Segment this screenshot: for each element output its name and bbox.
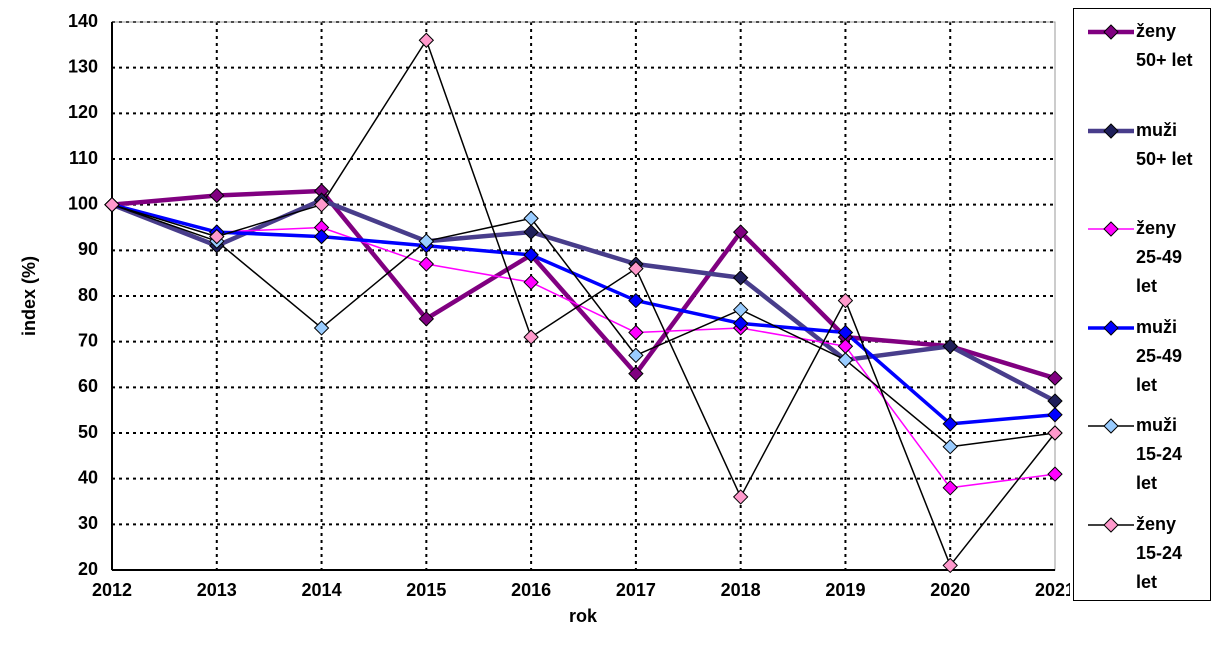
data-point: [837, 292, 854, 309]
data-point: [942, 480, 958, 496]
series-line: [111, 188, 1056, 381]
y-tick-label: 70: [78, 330, 98, 350]
data-point: [418, 32, 435, 48]
data-point: [837, 324, 854, 341]
legend-entry: ženy 50+ let: [1074, 9, 1210, 108]
data-point: [209, 228, 225, 245]
legend-label: muži 25-49 let: [1136, 316, 1183, 395]
x-tick-label: 2020: [930, 580, 970, 600]
legend-icon: [1088, 319, 1134, 336]
x-tick-label: 2015: [406, 580, 446, 600]
data-point: [104, 196, 120, 213]
y-tick-label: 60: [78, 376, 98, 396]
data-point: [732, 489, 749, 505]
series-line: [111, 197, 1057, 404]
y-tick-label: 30: [78, 513, 98, 533]
data-point: [523, 247, 539, 263]
y-tick-label: 120: [68, 102, 98, 122]
data-point: [418, 311, 435, 327]
data-point: [732, 224, 749, 240]
legend-entry: ženy 15-24 let: [1074, 502, 1210, 601]
series-line: [111, 202, 1056, 426]
x-tick-label: 2012: [92, 580, 132, 600]
data-point: [313, 320, 330, 336]
chart: index (%) rok 20 30 40 50 60 70 80 90 100 110 120 1…: [19, 11, 1070, 626]
data-point: [837, 352, 854, 368]
legend-entry: muži 15-24 let: [1074, 403, 1210, 502]
data-point: [523, 274, 539, 291]
data-point: [732, 270, 749, 286]
data-point: [942, 416, 958, 432]
legend-icon: [1088, 221, 1134, 237]
legend-icon: [1088, 516, 1134, 533]
data-point: [1047, 370, 1063, 386]
legend-label: ženy 15-24 let: [1136, 513, 1183, 592]
series-line: [111, 203, 1056, 489]
data-point: [628, 347, 644, 364]
x-tick-label: 2014: [302, 580, 342, 600]
data-point: [942, 438, 958, 455]
legend-icon: [1088, 122, 1134, 139]
legend-icon: [1088, 24, 1134, 40]
data-point: [418, 233, 435, 249]
y-tick-label: 50: [78, 422, 98, 442]
x-axis-label: rok: [569, 606, 598, 626]
y-tick-label: 110: [69, 148, 98, 168]
y-tick-label: 130: [68, 56, 98, 76]
legend-entry: muži 25-49 let: [1074, 305, 1210, 404]
legend-marker: [1103, 221, 1119, 237]
data-point: [1047, 407, 1063, 423]
legend-entry: ženy 25-49 let: [1074, 206, 1210, 305]
legend-entry: muži 50+ let: [1074, 108, 1210, 207]
y-axis-label: index (%): [19, 256, 39, 336]
y-tick-label: 140: [68, 11, 98, 31]
legend-label: muži 15-24 let: [1136, 415, 1183, 493]
series-line: [111, 39, 1056, 567]
x-tick-label: 2016: [511, 580, 551, 600]
y-tick-label: 100: [68, 193, 98, 213]
data-point: [523, 329, 539, 345]
data-point: [942, 557, 958, 574]
legend-marker: [1103, 122, 1119, 139]
data-point: [1047, 466, 1063, 482]
y-tick-label: 90: [78, 239, 98, 259]
legend-label: ženy 50+ let: [1136, 21, 1193, 70]
legend-icon: [1088, 418, 1134, 434]
y-tick-label: 40: [78, 467, 98, 487]
data-point: [1047, 425, 1063, 441]
legend-marker: [1103, 24, 1119, 40]
data-point: [628, 260, 644, 277]
legend-marker: [1103, 418, 1119, 434]
data-point: [313, 196, 330, 213]
legend-label: ženy 25-49 let: [1136, 218, 1183, 296]
data-point: [628, 365, 644, 382]
x-tick-label: 2013: [197, 580, 237, 600]
data-point: [732, 315, 749, 332]
data-point: [209, 187, 225, 204]
y-tick-label: 20: [78, 559, 98, 579]
data-point: [628, 324, 644, 341]
data-point: [628, 292, 644, 309]
x-tick-label: 2021: [1035, 580, 1070, 600]
x-tick-label: 2018: [721, 580, 761, 600]
data-point: [523, 224, 539, 240]
legend-marker: [1103, 516, 1119, 533]
series-line: [111, 203, 1056, 448]
data-point: [418, 256, 435, 272]
data-point: [732, 301, 749, 318]
x-tick-label: 2017: [616, 580, 656, 600]
y-tick-label: 80: [78, 285, 98, 305]
x-tick-label: 2019: [825, 580, 865, 600]
legend: ženy 50+ let muži 50+ let ženy 25-49 let mu…: [1073, 8, 1211, 601]
legend-label: muži 50+ let: [1136, 119, 1193, 169]
data-point: [313, 228, 330, 245]
legend-marker: [1103, 319, 1119, 336]
data-point: [942, 338, 958, 354]
data-point: [523, 210, 539, 227]
